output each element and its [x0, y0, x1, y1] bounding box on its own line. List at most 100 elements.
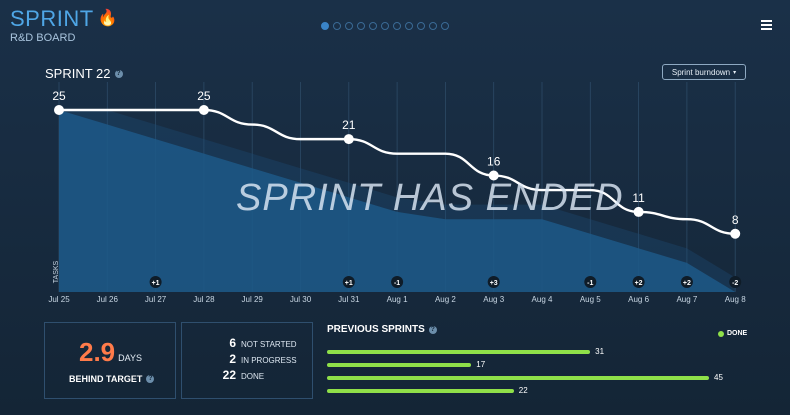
status-label: IN PROGRESS: [241, 356, 297, 365]
page-dot[interactable]: [405, 22, 413, 30]
x-tick-label: Aug 5: [580, 295, 601, 304]
data-label: 16: [487, 155, 501, 169]
status-done: 22 DONE: [222, 368, 264, 382]
scope-change-label: -1: [587, 280, 593, 287]
page-indicator: [321, 22, 449, 30]
x-tick-label: Jul 31: [338, 295, 360, 304]
scope-change-label: -1: [394, 280, 400, 287]
dropdown-label: Sprint burndown: [671, 67, 731, 77]
brand[interactable]: SPRINT 🔥 R&D BOARD: [10, 8, 118, 45]
previous-sprints-title: PREVIOUS SPRINTS ?: [327, 324, 437, 335]
x-tick-label: Jul 26: [97, 295, 119, 304]
brand-title: SPRINT 🔥: [10, 8, 118, 30]
previous-sprint-value: 31: [595, 347, 605, 356]
page-dot[interactable]: [369, 22, 377, 30]
chevron-down-icon: ▾: [733, 69, 737, 76]
x-tick-label: Jul 30: [290, 295, 312, 304]
status-label: DONE: [241, 372, 265, 381]
actual-area: [59, 110, 736, 292]
legend: DONE: [718, 330, 747, 337]
help-icon[interactable]: ?: [146, 375, 155, 383]
scope-change-label: -2: [732, 280, 738, 287]
scope-change-label: +3: [490, 280, 498, 287]
scope-change-marker: [632, 276, 645, 288]
x-tick-label: Aug 7: [676, 295, 697, 304]
x-tick-label: Aug 6: [628, 295, 649, 304]
scope-change-label: +2: [635, 280, 643, 287]
page-dot[interactable]: [333, 22, 341, 30]
page-dot[interactable]: [393, 22, 401, 30]
scope-change-marker: [149, 276, 162, 288]
scope-change-marker: [342, 276, 355, 288]
help-icon[interactable]: ?: [114, 69, 123, 78]
legend-dot-icon: [718, 330, 724, 337]
page-dot[interactable]: [417, 22, 425, 30]
legend-label: DONE: [727, 330, 748, 337]
behind-target-label: BEHIND TARGET ?: [69, 374, 155, 384]
data-point: [54, 105, 64, 115]
page-dot[interactable]: [321, 22, 329, 30]
ideal-area: [59, 110, 736, 292]
data-label: 8: [732, 213, 739, 227]
data-point: [730, 228, 741, 239]
scope-change-marker: [487, 276, 500, 288]
page-dot[interactable]: [381, 22, 389, 30]
data-point: [198, 105, 209, 115]
flame-icon: 🔥: [97, 10, 119, 27]
burndown-line: [59, 108, 736, 235]
previous-sprint-bar: [327, 350, 591, 354]
task-status-panel: 6 NOT STARTED 2 IN PROGRESS 22 DONE: [181, 322, 313, 399]
previous-sprint-bar: [327, 363, 472, 367]
data-label: 25: [52, 89, 66, 103]
status-label: NOT STARTED: [241, 340, 297, 349]
previous-sprint-value: 17: [476, 360, 486, 369]
status-not-started: 6 NOT STARTED: [222, 336, 297, 350]
x-tick-label: Aug 2: [435, 295, 456, 304]
data-point: [488, 170, 499, 181]
behind-days-unit: DAYS: [118, 353, 142, 363]
scope-change-marker: [729, 276, 742, 288]
status-count: 22: [222, 368, 236, 382]
previous-sprints-text: PREVIOUS SPRINTS: [327, 324, 425, 335]
status-count: 6: [229, 336, 236, 350]
behind-days-value: 2.9: [79, 337, 116, 367]
page-dot[interactable]: [345, 22, 353, 30]
status-count: 2: [229, 352, 236, 366]
previous-sprint-value: 22: [518, 386, 528, 395]
brand-subtitle: R&D BOARD: [10, 32, 76, 44]
scope-change-label: +2: [683, 280, 691, 287]
y-axis-label: TASKS: [53, 260, 60, 283]
data-label: 25: [197, 89, 211, 103]
x-tick-label: Jul 25: [48, 295, 70, 304]
status-in-progress: 2 IN PROGRESS: [222, 352, 297, 366]
sprint-ended-banner: SPRINT HAS ENDED: [236, 177, 624, 219]
behind-target-panel: 2.9 DAYS BEHIND TARGET ?: [44, 322, 176, 399]
x-tick-label: Aug 3: [483, 295, 504, 304]
data-label: 11: [632, 191, 645, 205]
scope-change-marker: [391, 276, 404, 288]
x-tick-label: Jul 28: [193, 295, 215, 304]
scope-change-marker: [584, 276, 597, 288]
scope-change-label: +1: [345, 280, 353, 287]
x-tick-label: Aug 4: [532, 295, 553, 304]
brand-title-text: SPRINT: [10, 6, 94, 31]
chart-type-dropdown[interactable]: Sprint burndown ▾: [662, 64, 746, 80]
data-label: 21: [342, 118, 356, 132]
scope-change-marker: [680, 276, 693, 288]
scope-change-label: +1: [152, 280, 160, 287]
previous-sprint-bar: [327, 376, 709, 380]
help-icon[interactable]: ?: [428, 325, 437, 334]
x-tick-label: Aug 8: [725, 295, 746, 304]
data-point: [633, 206, 644, 217]
hamburger-menu-icon[interactable]: [761, 20, 772, 32]
x-tick-label: Jul 27: [145, 295, 167, 304]
previous-sprint-bar: [327, 389, 514, 393]
page-dot[interactable]: [429, 22, 437, 30]
sprint-title-text: SPRINT 22: [45, 66, 111, 81]
page-dot[interactable]: [441, 22, 449, 30]
page-dot[interactable]: [357, 22, 365, 30]
previous-sprint-value: 45: [714, 373, 723, 382]
behind-target-text: BEHIND TARGET: [69, 374, 143, 384]
x-tick-label: Jul 29: [242, 295, 264, 304]
data-point: [343, 134, 354, 145]
